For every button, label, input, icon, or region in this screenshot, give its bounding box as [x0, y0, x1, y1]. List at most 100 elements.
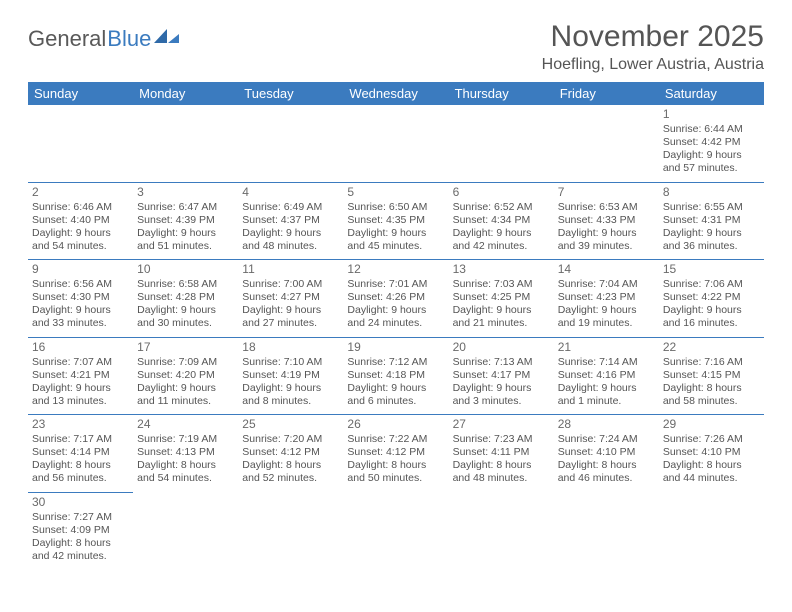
day-info-line: Sunrise: 7:06 AM [663, 278, 760, 291]
day-number: 5 [347, 185, 444, 200]
calendar-day-cell [449, 105, 554, 182]
day-number: 26 [347, 417, 444, 432]
calendar-day-cell [133, 105, 238, 182]
day-info-line: and 48 minutes. [453, 472, 550, 485]
calendar-day-cell: 1Sunrise: 6:44 AMSunset: 4:42 PMDaylight… [659, 105, 764, 182]
day-info-line: Sunset: 4:10 PM [663, 446, 760, 459]
day-info-line: Sunset: 4:31 PM [663, 214, 760, 227]
calendar-week-row: 1Sunrise: 6:44 AMSunset: 4:42 PMDaylight… [28, 105, 764, 182]
header: GeneralBlue November 2025 Hoefling, Lowe… [28, 20, 764, 74]
day-info-line: Sunset: 4:20 PM [137, 369, 234, 382]
day-info-line: Daylight: 9 hours [137, 382, 234, 395]
day-info-line: Sunset: 4:14 PM [32, 446, 129, 459]
day-info-line: Daylight: 8 hours [347, 459, 444, 472]
day-info-line: and 36 minutes. [663, 240, 760, 253]
day-number: 25 [242, 417, 339, 432]
day-info-line: Sunset: 4:42 PM [663, 136, 760, 149]
day-info-line: and 44 minutes. [663, 472, 760, 485]
calendar-day-cell: 7Sunrise: 6:53 AMSunset: 4:33 PMDaylight… [554, 182, 659, 260]
calendar-day-cell [28, 105, 133, 182]
location: Hoefling, Lower Austria, Austria [542, 56, 764, 74]
day-info-line: Daylight: 9 hours [347, 227, 444, 240]
calendar-day-cell: 13Sunrise: 7:03 AMSunset: 4:25 PMDayligh… [449, 260, 554, 338]
day-number: 7 [558, 185, 655, 200]
day-info-line: Daylight: 9 hours [558, 382, 655, 395]
calendar-day-cell: 11Sunrise: 7:00 AMSunset: 4:27 PMDayligh… [238, 260, 343, 338]
day-info-line: Daylight: 8 hours [32, 537, 129, 550]
day-info-line: Sunrise: 7:16 AM [663, 356, 760, 369]
day-number: 20 [453, 340, 550, 355]
day-info-line: and 42 minutes. [32, 550, 129, 563]
day-number: 6 [453, 185, 550, 200]
day-number: 30 [32, 495, 129, 510]
day-info-line: Sunrise: 6:46 AM [32, 201, 129, 214]
day-info-line: Sunrise: 7:04 AM [558, 278, 655, 291]
calendar-day-cell: 17Sunrise: 7:09 AMSunset: 4:20 PMDayligh… [133, 337, 238, 415]
day-info-line: Daylight: 8 hours [137, 459, 234, 472]
day-info-line: and 51 minutes. [137, 240, 234, 253]
day-info-line: Sunset: 4:30 PM [32, 291, 129, 304]
calendar-day-cell: 27Sunrise: 7:23 AMSunset: 4:11 PMDayligh… [449, 415, 554, 493]
day-info-line: Sunrise: 7:27 AM [32, 511, 129, 524]
calendar-day-cell: 14Sunrise: 7:04 AMSunset: 4:23 PMDayligh… [554, 260, 659, 338]
day-info-line: and 52 minutes. [242, 472, 339, 485]
day-info-line: Daylight: 9 hours [453, 304, 550, 317]
month-title: November 2025 [542, 20, 764, 54]
day-number: 2 [32, 185, 129, 200]
day-info-line: Sunset: 4:18 PM [347, 369, 444, 382]
day-info-line: Sunset: 4:25 PM [453, 291, 550, 304]
day-info-line: and 48 minutes. [242, 240, 339, 253]
calendar-day-cell: 16Sunrise: 7:07 AMSunset: 4:21 PMDayligh… [28, 337, 133, 415]
day-info-line: Sunset: 4:23 PM [558, 291, 655, 304]
day-info-line: Sunrise: 7:07 AM [32, 356, 129, 369]
day-info-line: and 8 minutes. [242, 395, 339, 408]
day-info-line: Sunrise: 6:52 AM [453, 201, 550, 214]
day-number: 21 [558, 340, 655, 355]
calendar-day-cell: 5Sunrise: 6:50 AMSunset: 4:35 PMDaylight… [343, 182, 448, 260]
weekday-header: Monday [133, 82, 238, 105]
calendar-day-cell [554, 105, 659, 182]
day-number: 11 [242, 262, 339, 277]
calendar-day-cell: 8Sunrise: 6:55 AMSunset: 4:31 PMDaylight… [659, 182, 764, 260]
calendar-day-cell [343, 492, 448, 569]
day-info-line: Sunrise: 6:53 AM [558, 201, 655, 214]
weekday-header: Tuesday [238, 82, 343, 105]
calendar-day-cell: 6Sunrise: 6:52 AMSunset: 4:34 PMDaylight… [449, 182, 554, 260]
day-info-line: Daylight: 8 hours [242, 459, 339, 472]
calendar-week-row: 2Sunrise: 6:46 AMSunset: 4:40 PMDaylight… [28, 182, 764, 260]
day-number: 22 [663, 340, 760, 355]
day-number: 14 [558, 262, 655, 277]
day-info-line: Daylight: 9 hours [558, 227, 655, 240]
day-number: 13 [453, 262, 550, 277]
day-info-line: Daylight: 8 hours [453, 459, 550, 472]
day-info-line: and 3 minutes. [453, 395, 550, 408]
day-info-line: Sunset: 4:13 PM [137, 446, 234, 459]
weekday-header: Sunday [28, 82, 133, 105]
day-info-line: and 39 minutes. [558, 240, 655, 253]
day-number: 24 [137, 417, 234, 432]
day-info-line: and 56 minutes. [32, 472, 129, 485]
day-info-line: Sunrise: 7:00 AM [242, 278, 339, 291]
calendar-week-row: 9Sunrise: 6:56 AMSunset: 4:30 PMDaylight… [28, 260, 764, 338]
day-info-line: Sunset: 4:19 PM [242, 369, 339, 382]
day-info-line: and 6 minutes. [347, 395, 444, 408]
weekday-header: Saturday [659, 82, 764, 105]
day-info-line: and 57 minutes. [663, 162, 760, 175]
day-info-line: Sunset: 4:09 PM [32, 524, 129, 537]
day-info-line: Daylight: 9 hours [663, 227, 760, 240]
day-info-line: Sunrise: 7:10 AM [242, 356, 339, 369]
day-info-line: Sunset: 4:39 PM [137, 214, 234, 227]
day-info-line: Sunset: 4:28 PM [137, 291, 234, 304]
day-info-line: Sunrise: 7:17 AM [32, 433, 129, 446]
day-number: 15 [663, 262, 760, 277]
day-number: 10 [137, 262, 234, 277]
day-info-line: Sunrise: 7:12 AM [347, 356, 444, 369]
calendar-day-cell: 22Sunrise: 7:16 AMSunset: 4:15 PMDayligh… [659, 337, 764, 415]
day-info-line: Daylight: 9 hours [242, 304, 339, 317]
calendar-day-cell: 15Sunrise: 7:06 AMSunset: 4:22 PMDayligh… [659, 260, 764, 338]
calendar-day-cell [554, 492, 659, 569]
day-info-line: Sunset: 4:10 PM [558, 446, 655, 459]
day-info-line: Daylight: 9 hours [32, 382, 129, 395]
calendar-week-row: 23Sunrise: 7:17 AMSunset: 4:14 PMDayligh… [28, 415, 764, 493]
day-info-line: Sunrise: 7:26 AM [663, 433, 760, 446]
